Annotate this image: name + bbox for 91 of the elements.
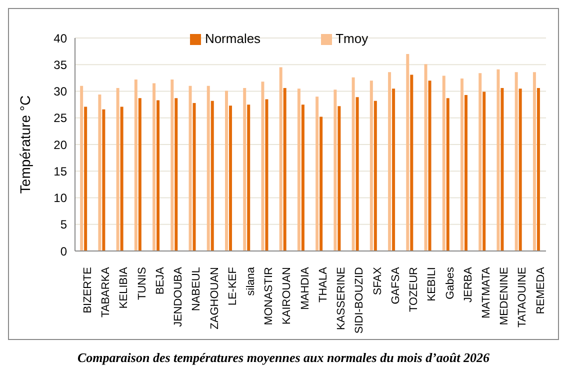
bar <box>388 72 392 251</box>
bar <box>460 78 464 251</box>
bar <box>279 67 282 251</box>
bar <box>338 106 341 251</box>
x-tick-label: JERBA <box>462 266 474 302</box>
x-tick-label: TABARKA <box>100 266 112 318</box>
x-tick-label: THALA <box>317 266 330 302</box>
bar <box>261 82 264 251</box>
bar <box>170 80 174 251</box>
x-tick-label: NABEUL <box>190 267 203 312</box>
x-tick-label: BIZERTE <box>82 267 94 314</box>
bar <box>428 80 432 251</box>
bar <box>134 80 138 251</box>
x-tick-label: MONASTIR <box>263 266 276 326</box>
bar <box>224 90 228 251</box>
bar <box>297 88 300 251</box>
x-tick-label: KEBILI <box>426 267 438 302</box>
bar <box>98 94 102 251</box>
bar <box>356 97 359 251</box>
x-tick-label: LE-KEF <box>226 266 239 306</box>
y-tick-label: 5 <box>60 218 68 232</box>
y-tick-label: 30 <box>54 84 68 99</box>
bar <box>243 88 246 251</box>
bar <box>442 76 446 251</box>
bar <box>370 80 373 251</box>
x-tick-label: Gabes <box>444 266 456 300</box>
y-tick-label: 25 <box>54 111 68 126</box>
bar <box>478 73 482 251</box>
bar <box>283 88 286 251</box>
bar <box>265 99 268 251</box>
bar <box>518 88 522 251</box>
bar <box>536 88 540 251</box>
bar <box>210 100 214 251</box>
bar <box>316 96 319 251</box>
bar <box>301 104 304 251</box>
bar <box>320 116 323 251</box>
bar <box>374 100 377 251</box>
bar <box>247 104 250 251</box>
x-tick-label: silana <box>245 266 257 296</box>
bar <box>192 102 196 251</box>
bar <box>156 100 160 251</box>
bar <box>532 72 536 251</box>
bar <box>464 94 468 251</box>
x-tick-label: GAFSA <box>390 266 402 304</box>
bar <box>392 88 396 251</box>
x-tick-label: ZAGHOUAN <box>208 266 221 330</box>
bar <box>120 106 124 251</box>
x-tick-label: MATMATA <box>480 266 492 318</box>
bar <box>334 90 337 251</box>
bar <box>174 98 178 251</box>
x-tick-label: TATAOUINE <box>516 267 529 328</box>
bar <box>410 74 414 251</box>
legend-label: Tmoy <box>336 31 368 46</box>
y-tick-label: 0 <box>60 244 68 258</box>
bar <box>352 77 355 251</box>
y-tick-label: 35 <box>54 58 68 72</box>
bar <box>102 109 106 251</box>
x-tick-label: TOZEUR <box>408 266 420 312</box>
bar <box>138 98 142 251</box>
y-tick-label: 10 <box>54 191 68 206</box>
bar <box>482 92 486 251</box>
x-tick-label: SIDI-BOUZID <box>354 266 366 334</box>
y-tick-label: 20 <box>54 138 68 152</box>
bar <box>424 64 428 251</box>
x-tick-label: TUNIS <box>136 267 148 300</box>
x-tick-label: JENDOUBA <box>172 266 185 327</box>
bar <box>84 106 88 251</box>
x-tick-label: KAIROUAN <box>281 266 294 324</box>
bar <box>514 72 518 251</box>
bar <box>406 54 410 251</box>
bar <box>500 88 504 251</box>
y-tick-label: 15 <box>54 164 68 178</box>
x-tick-label: MEDENINE <box>498 267 511 326</box>
x-tick-label: MAHDIA <box>299 266 312 310</box>
bar <box>446 98 450 251</box>
x-tick-label: REMEDA <box>534 266 547 314</box>
bar <box>496 69 500 251</box>
text: Comparaison des températures moyennes aux normales du mois d’août 2026 <box>76 350 491 366</box>
bar <box>228 106 232 251</box>
x-tick-label: BEJA <box>154 266 166 295</box>
bar <box>152 83 156 251</box>
bar <box>80 86 84 251</box>
legend-label: Normales <box>204 31 261 46</box>
bar <box>206 86 210 251</box>
x-tick-label: KELIBIA <box>118 266 130 309</box>
x-tick-label: SFAX <box>372 266 384 296</box>
bar <box>188 86 192 251</box>
y-tick-label: 40 <box>54 31 68 46</box>
y-axis-title: Température °C <box>16 95 33 194</box>
bar <box>116 88 120 251</box>
x-tick-label: KASSERINE <box>336 267 348 330</box>
